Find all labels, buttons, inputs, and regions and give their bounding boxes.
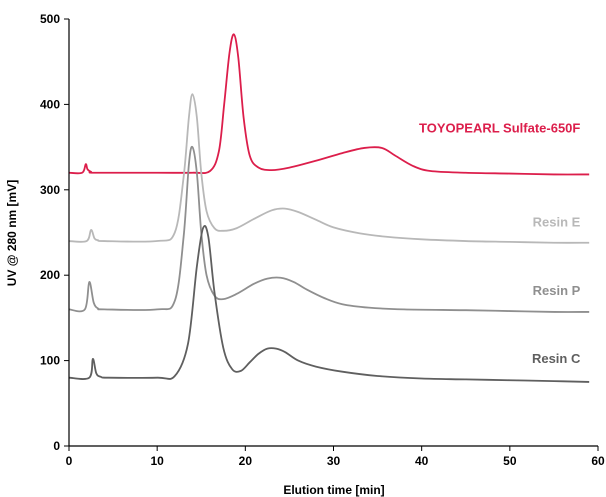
x-tick-label: 30: [327, 454, 341, 468]
axes-group: [68, 19, 598, 447]
traces-group: [68, 33, 590, 383]
series-line-1: [68, 93, 590, 244]
series-labels-group: TOYOPEARL Sulfate-650F Resin E Resin P Resi…: [419, 121, 581, 367]
series-label-2: Resin P: [533, 283, 581, 298]
x-axis-title: Elution time [min]: [283, 483, 384, 497]
y-tick-label: 500: [40, 12, 60, 26]
ticks-group: 0 100 200 300 400 500 0 10 20 30 40 50 60: [40, 12, 605, 468]
x-tick-label: 40: [415, 454, 429, 468]
series-label-3: Resin C: [532, 351, 581, 366]
y-tick-label: 100: [40, 354, 60, 368]
series-label-1: Resin E: [533, 215, 581, 230]
y-tick-label: 400: [40, 97, 60, 111]
x-tick-label: 50: [503, 454, 517, 468]
series-line-2: [68, 145, 590, 313]
x-tick-label: 0: [66, 454, 73, 468]
x-tick-label: 60: [591, 454, 605, 468]
y-tick-label: 0: [53, 439, 60, 453]
y-tick-label: 300: [40, 183, 60, 197]
series-line-0: [68, 33, 590, 176]
series-label-0: TOYOPEARL Sulfate-650F: [419, 121, 580, 136]
series-line-3: [68, 225, 590, 383]
x-tick-label: 10: [150, 454, 164, 468]
y-tick-label: 200: [40, 268, 60, 282]
x-tick-label: 20: [239, 454, 253, 468]
y-axis-title: UV @ 280 nm [mV]: [5, 180, 19, 286]
